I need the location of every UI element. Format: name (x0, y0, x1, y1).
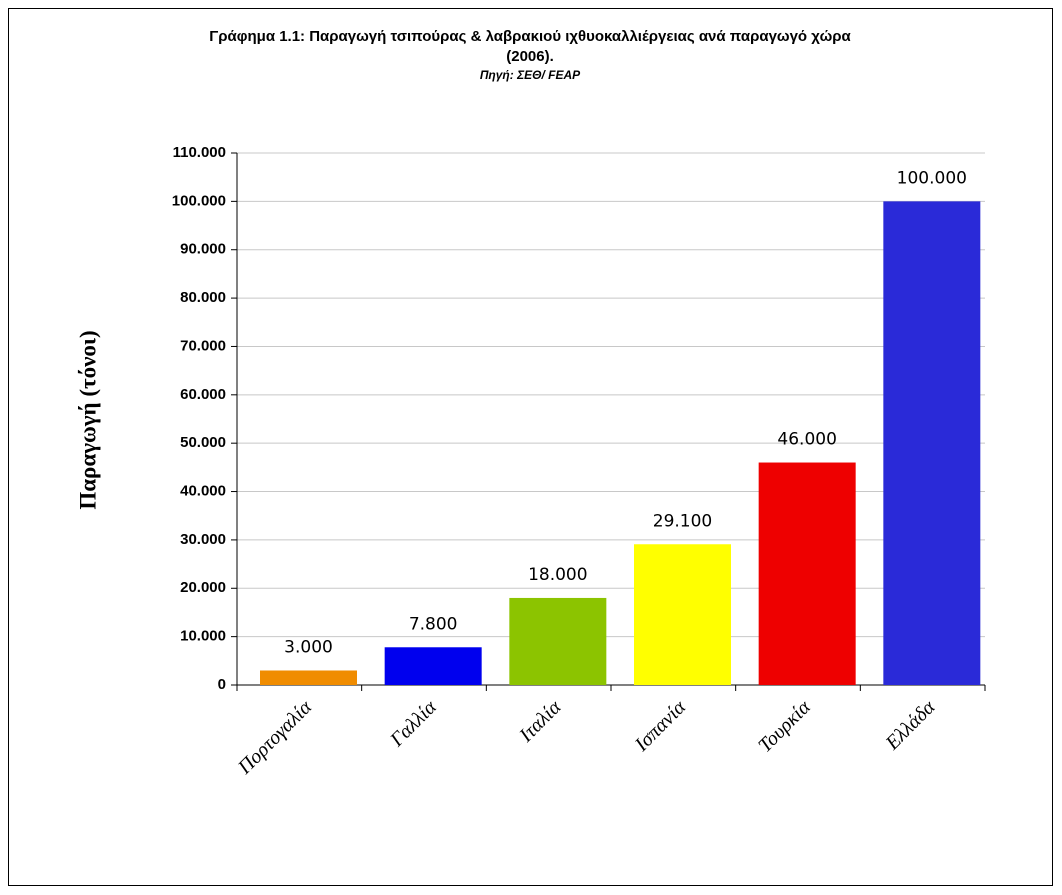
y-tick-label: 10.000 (180, 628, 226, 645)
chart-title: Γράφημα 1.1: Παραγωγή τσιπούρας & λαβρακ… (209, 28, 851, 45)
value-label: 7.800 (409, 614, 458, 634)
y-tick-label: 80.000 (180, 289, 226, 306)
y-tick-label: 0 (218, 676, 226, 693)
bar (384, 647, 482, 685)
y-tick-label: 50.000 (180, 434, 226, 451)
chart-title-line2: (2006). (506, 48, 554, 65)
value-label: 29.100 (653, 511, 712, 531)
value-label: 18.000 (528, 565, 587, 585)
value-label: 100.000 (897, 168, 967, 188)
y-tick-label: 40.000 (180, 483, 226, 500)
y-tick-label: 110.000 (173, 144, 226, 161)
y-tick-label: 100.000 (172, 192, 226, 209)
y-tick-label: 30.000 (180, 531, 226, 548)
y-axis-label: Παραγωγή (τόνοι) (75, 330, 100, 509)
bar (883, 201, 981, 685)
source: Πηγή: ΣΕΘ/ FEAP (480, 68, 581, 82)
frame (8, 8, 1053, 886)
y-tick-label: 60.000 (180, 386, 226, 403)
bar (509, 597, 607, 685)
bar (758, 462, 856, 685)
y-tick-label: 20.000 (180, 579, 226, 596)
y-tick-label: 90.000 (180, 241, 226, 258)
bar (260, 670, 357, 685)
bar (634, 544, 731, 685)
value-label: 3.000 (284, 637, 333, 657)
value-label: 46.000 (777, 430, 836, 450)
y-tick-label: 70.000 (180, 337, 226, 354)
